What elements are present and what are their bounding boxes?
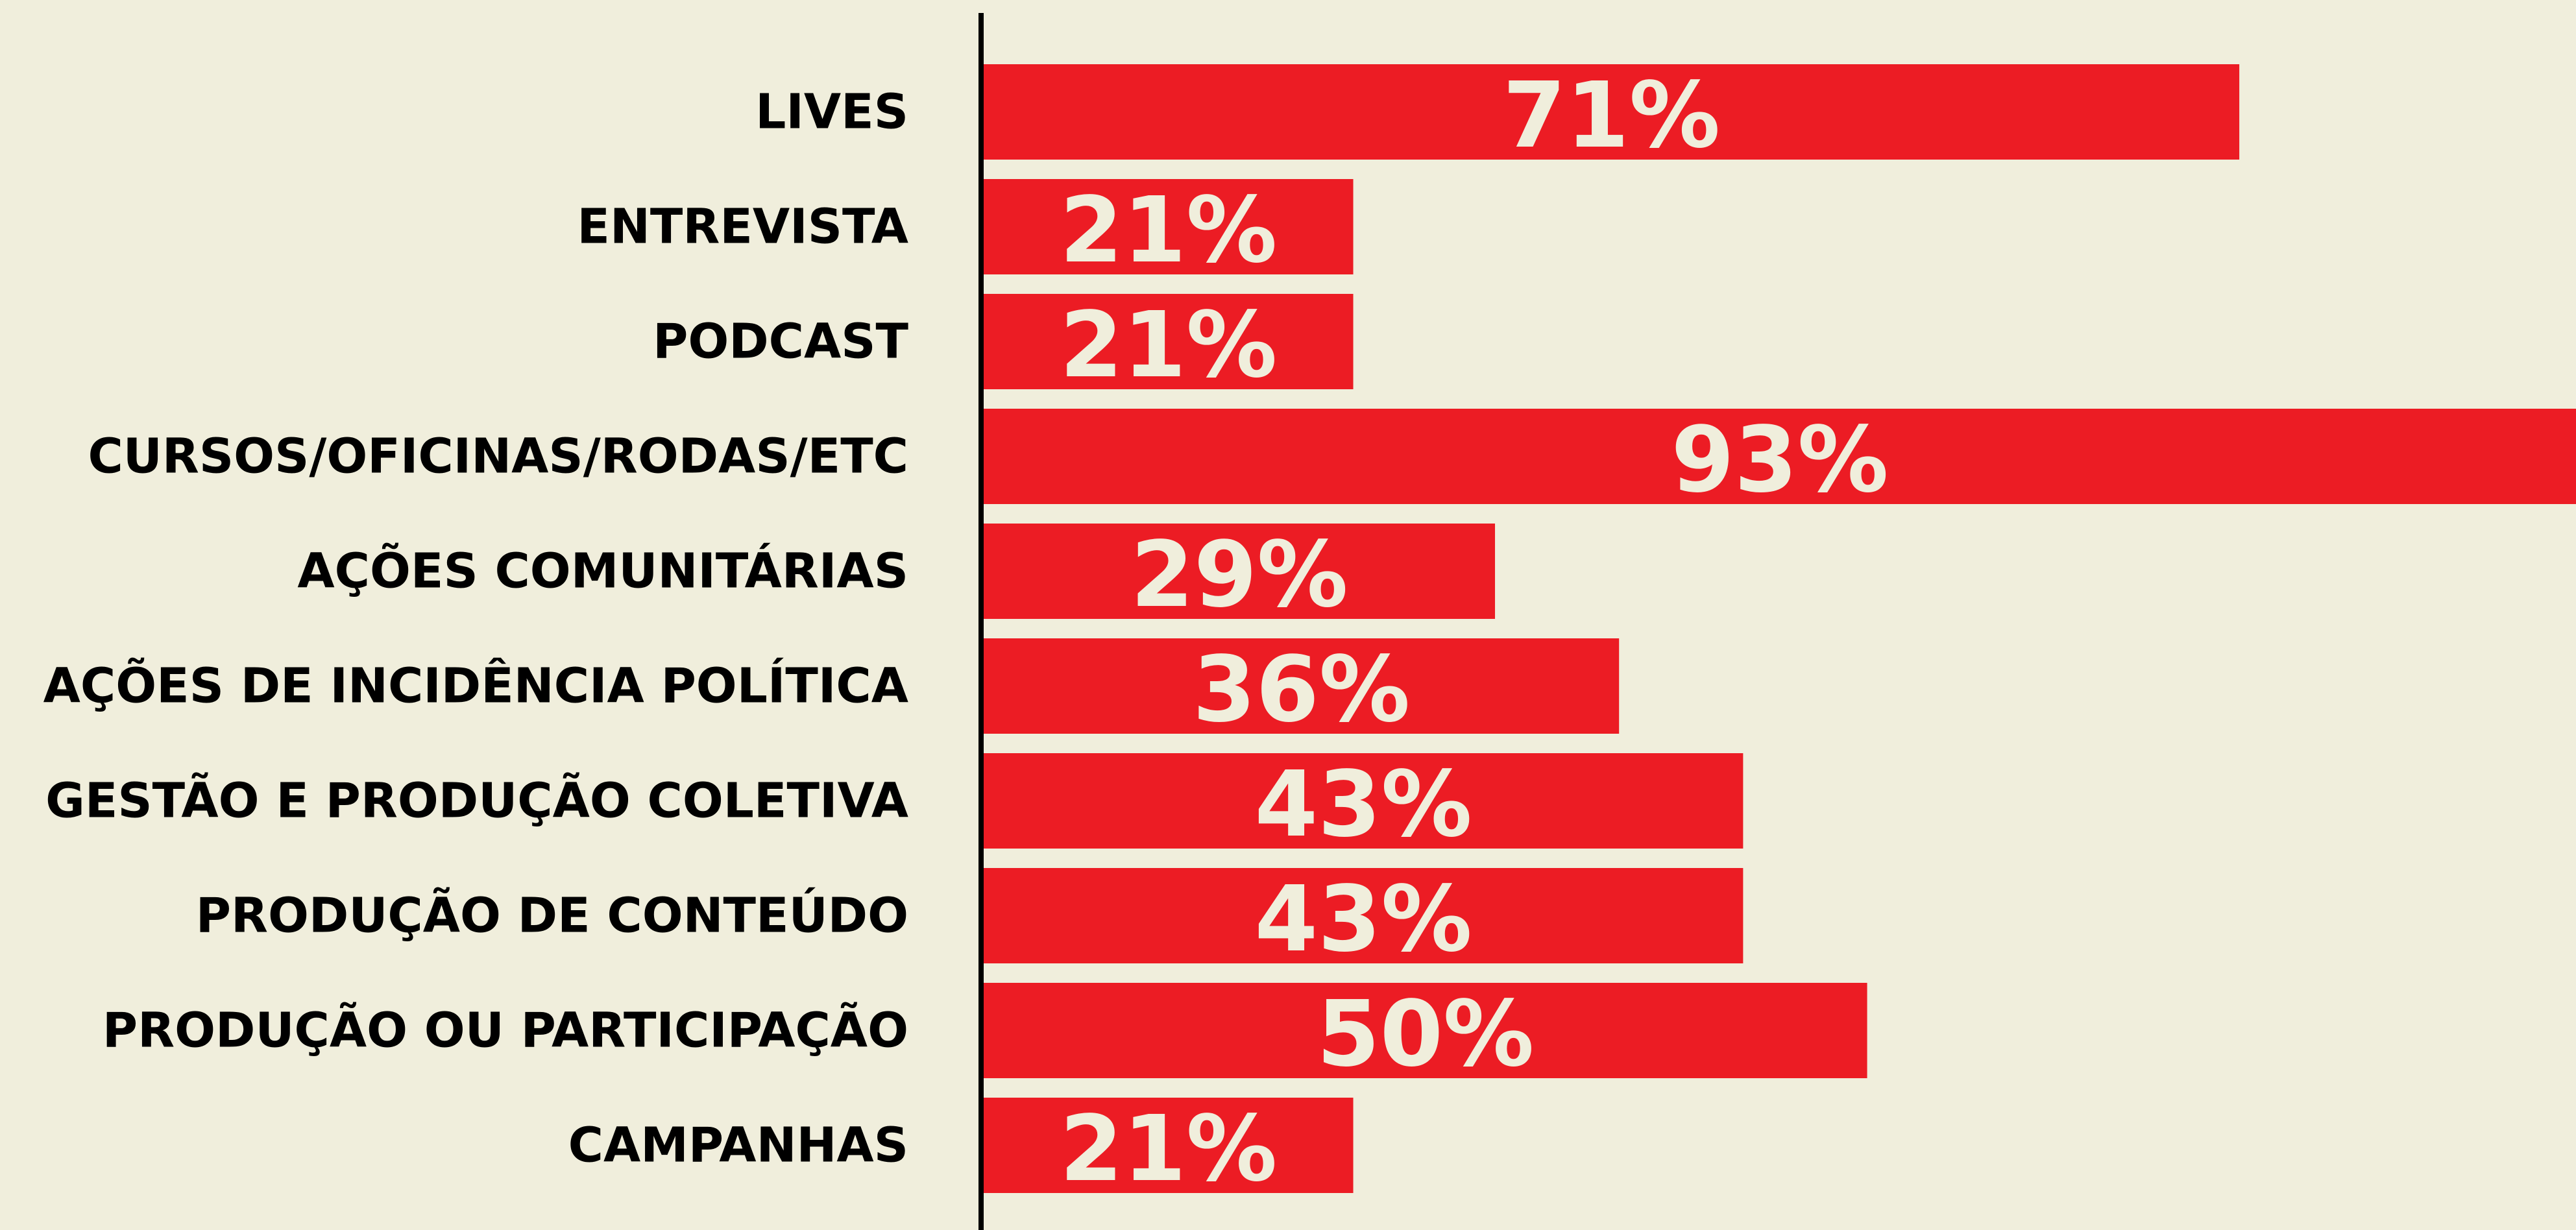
value-label: 21% bbox=[1060, 1096, 1277, 1202]
value-label: 43% bbox=[1255, 867, 1472, 972]
category-label: GESTÃO E PRODUÇÃO COLETIVA bbox=[45, 772, 908, 829]
value-label: 50% bbox=[1317, 982, 1534, 1087]
value-label: 21% bbox=[1060, 178, 1277, 283]
category-label: AÇÕES COMUNITÁRIAS bbox=[297, 542, 908, 599]
value-label: 21% bbox=[1060, 293, 1277, 398]
value-label: 43% bbox=[1255, 752, 1472, 858]
category-label: CURSOS/OFICINAS/RODAS/ETC bbox=[88, 429, 908, 485]
value-label: 93% bbox=[1671, 407, 1888, 513]
bar bbox=[984, 64, 2240, 160]
category-label: PODCAST bbox=[653, 314, 908, 370]
category-label: PRODUÇÃO DE CONTEÚDO bbox=[196, 887, 908, 944]
bar bbox=[984, 638, 1620, 734]
bar bbox=[984, 868, 1744, 963]
bar bbox=[984, 753, 1744, 849]
category-label: PRODUÇÃO OU PARTICIPAÇÃO bbox=[103, 1002, 908, 1059]
bar bbox=[984, 983, 1867, 1078]
value-label: 29% bbox=[1130, 522, 1348, 628]
category-label: AÇÕES DE INCIDÊNCIA POLÍTICA bbox=[43, 657, 908, 714]
value-label: 71% bbox=[1503, 63, 1720, 169]
category-label: CAMPANHAS bbox=[568, 1118, 908, 1174]
bar bbox=[984, 179, 1354, 274]
bar bbox=[984, 524, 1496, 619]
category-label: LIVES bbox=[755, 84, 908, 140]
bar bbox=[984, 1098, 1354, 1193]
category-label: ENTREVISTA bbox=[577, 199, 908, 255]
bar bbox=[984, 294, 1354, 389]
bar bbox=[984, 409, 2576, 504]
value-label: 36% bbox=[1193, 637, 1410, 743]
